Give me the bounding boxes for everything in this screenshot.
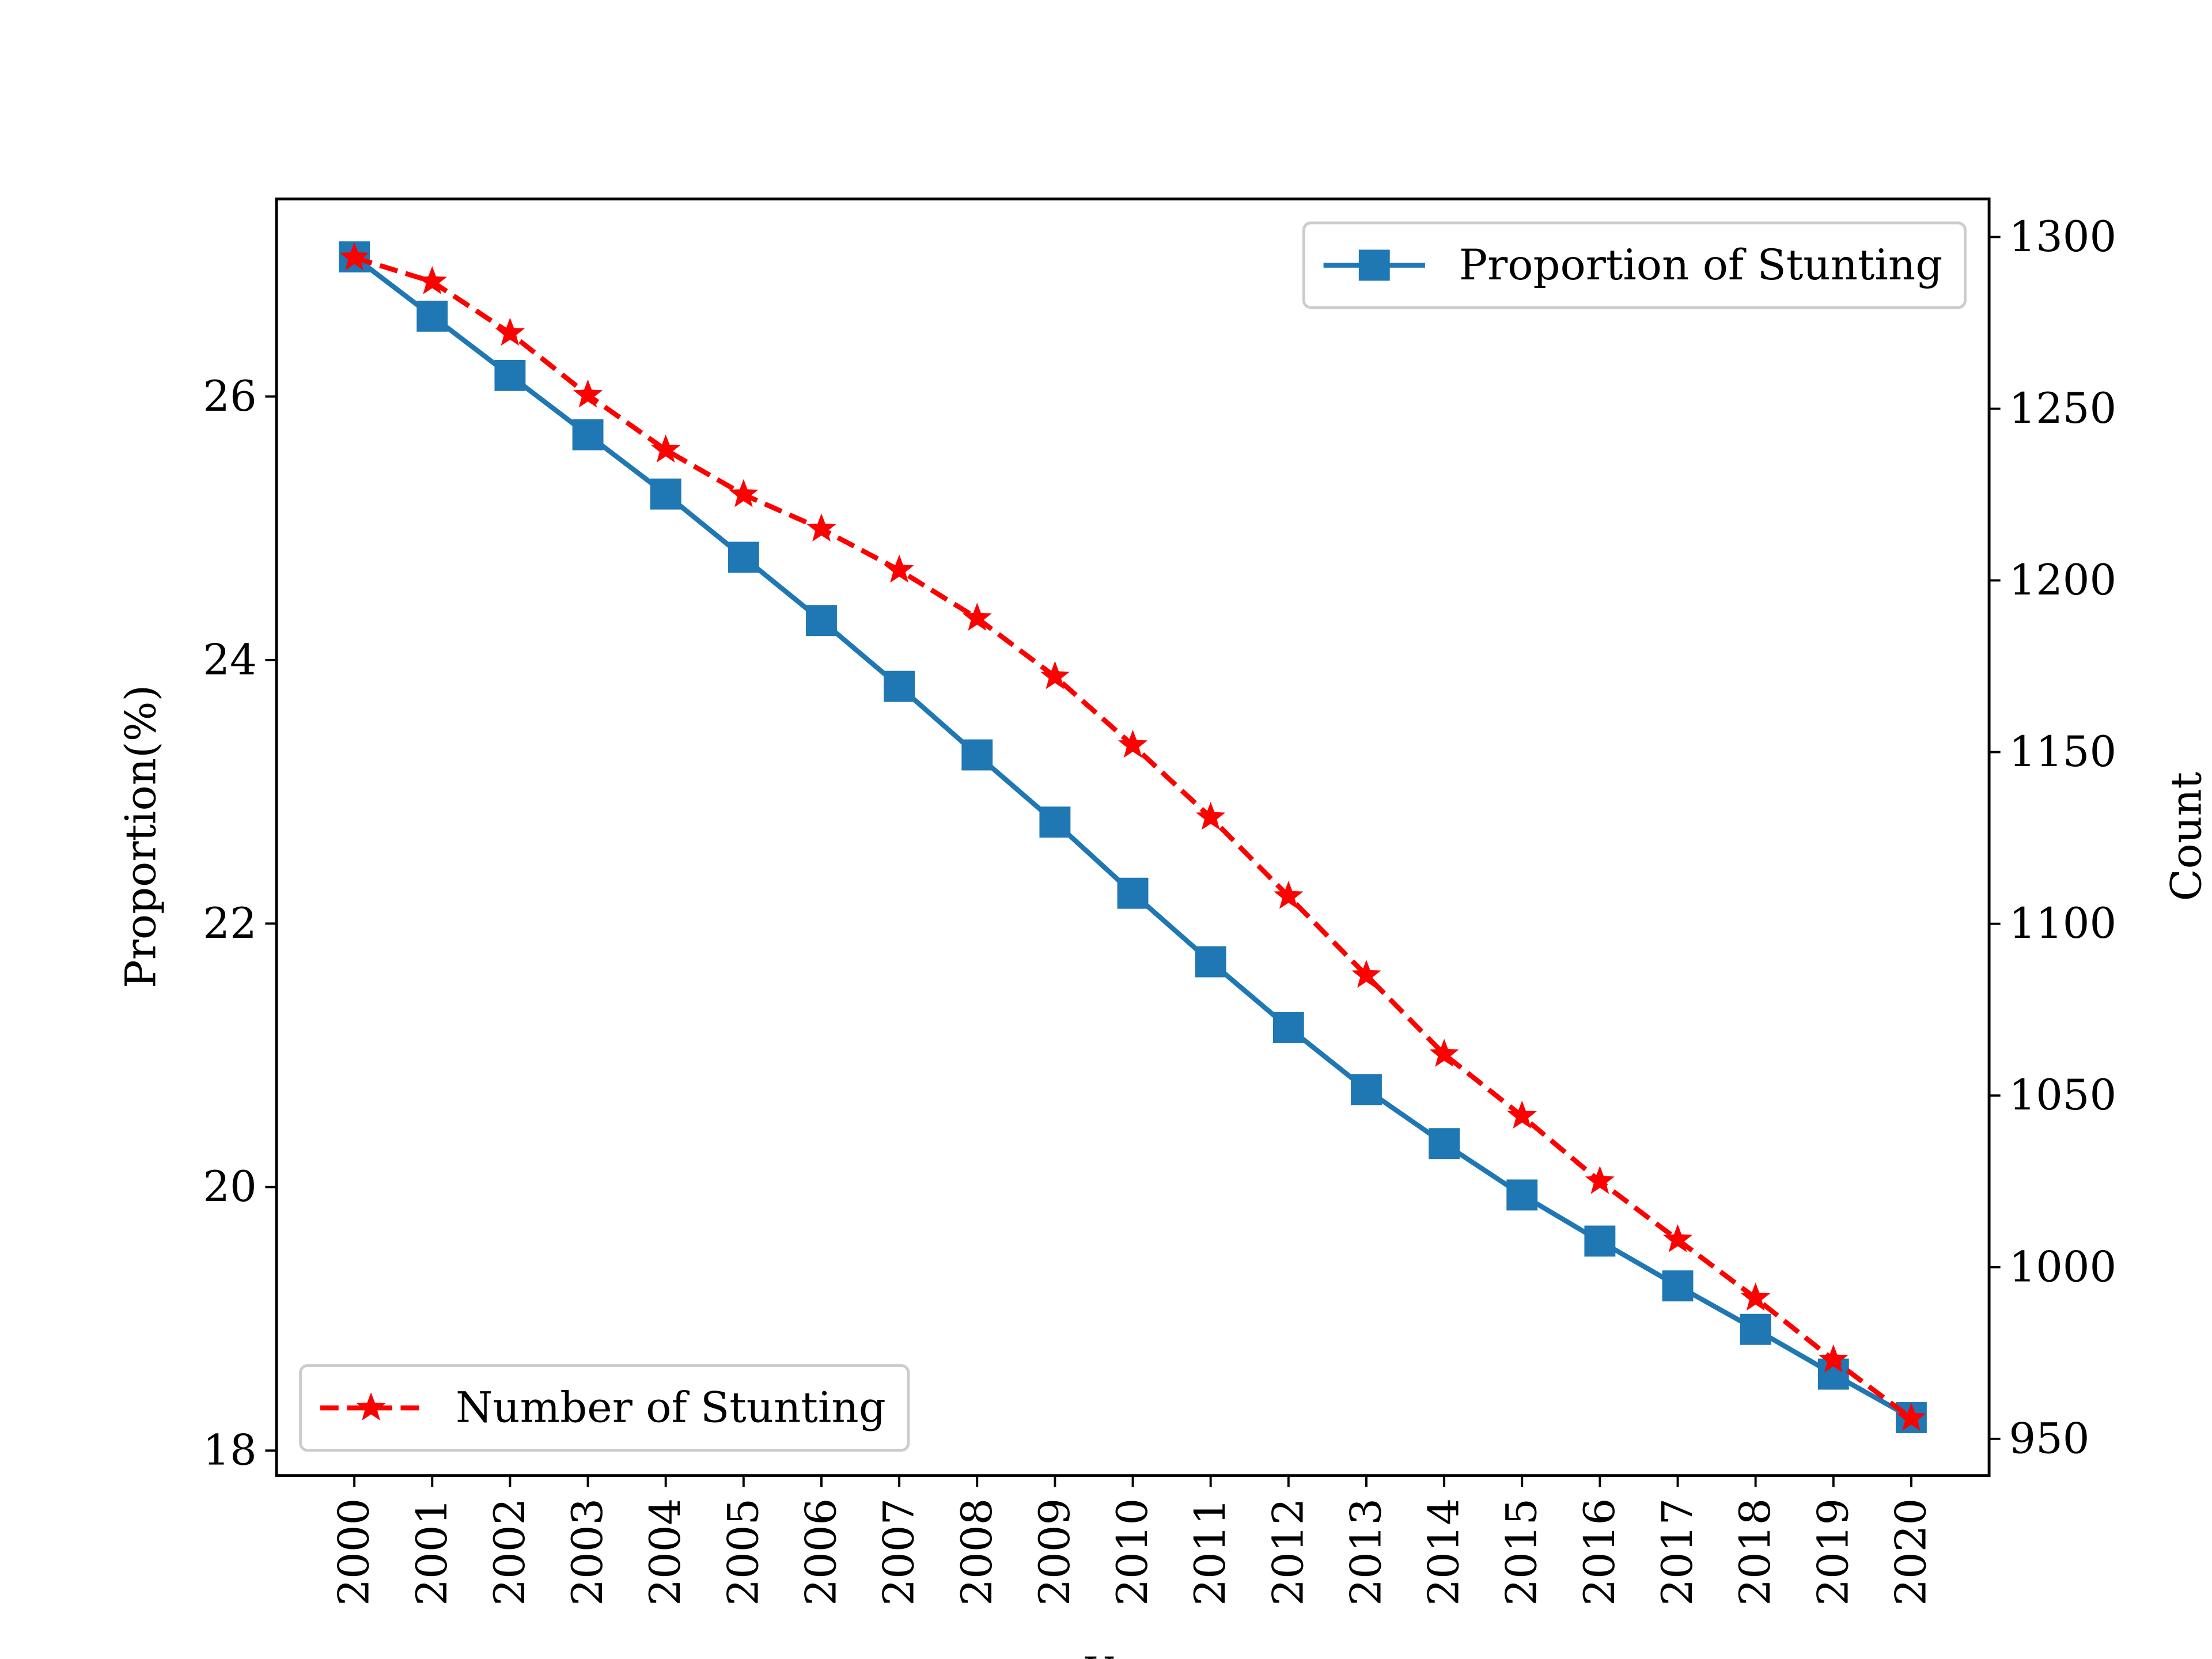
x-tick-label: 2010 (1108, 1498, 1157, 1606)
data-point (1429, 1128, 1460, 1160)
y2-tick-label: 1050 (2009, 1071, 2116, 1120)
data-point (1351, 960, 1381, 988)
x-tick-label: 2017 (1653, 1498, 1702, 1606)
data-point (1507, 1100, 1537, 1129)
data-point (1585, 1165, 1615, 1194)
legend-box (1302, 221, 1967, 309)
y-tick-label: 26 (203, 372, 256, 421)
x-tick-label: 2007 (875, 1498, 924, 1606)
x-tick-label: 2019 (1809, 1498, 1858, 1606)
x-tick-label: 2009 (1031, 1498, 1080, 1606)
data-point (729, 479, 759, 507)
y2-tick-label: 1300 (2009, 213, 2116, 262)
y2-tick-label: 1100 (2009, 899, 2116, 948)
x-tick-label: 2005 (719, 1498, 768, 1606)
data-point (1506, 1179, 1538, 1211)
legend: Proportion of Stunting (1302, 221, 1967, 309)
data-point (1351, 1074, 1382, 1105)
y-tick-label: 22 (203, 899, 256, 948)
data-point (1274, 881, 1304, 909)
data-point (1429, 1039, 1459, 1067)
x-axis-label: Year (1085, 1649, 1180, 1659)
y2-tick-label: 1200 (2009, 556, 2116, 605)
x-tick-label: 2015 (1498, 1498, 1547, 1606)
x-tick-label: 2016 (1575, 1498, 1624, 1606)
y2-axis-label: Count (2162, 772, 2211, 902)
data-point (1741, 1282, 1771, 1311)
y2-tick-label: 1000 (2009, 1243, 2116, 1291)
data-point (494, 359, 526, 391)
y2-tick-label: 950 (2009, 1414, 2089, 1463)
data-point (961, 739, 993, 771)
data-point (884, 671, 915, 702)
data-point (572, 419, 604, 450)
y2-tick-label: 1250 (2009, 384, 2116, 433)
data-point (495, 317, 525, 346)
x-tick-label: 2000 (330, 1498, 379, 1606)
data-point (339, 242, 369, 271)
y2-tick-label: 1150 (2009, 728, 2116, 777)
data-point (806, 513, 836, 541)
x-tick-label: 2004 (641, 1498, 690, 1606)
x-tick-label: 2013 (1342, 1498, 1391, 1606)
data-point (1118, 729, 1148, 758)
data-point (1195, 946, 1226, 978)
y-tick-label: 24 (203, 635, 256, 684)
data-point (806, 605, 837, 637)
data-point (1662, 1270, 1694, 1302)
x-tick-label: 2020 (1887, 1498, 1936, 1606)
data-point (1196, 801, 1226, 830)
data-point (1819, 1344, 1849, 1373)
x-tick-label: 2011 (1186, 1498, 1235, 1606)
data-point (1039, 806, 1071, 838)
data-point (1272, 1012, 1304, 1043)
y-tick-label: 20 (203, 1162, 256, 1211)
data-point (728, 541, 759, 573)
data-point (650, 478, 681, 510)
data-point (1896, 1403, 1926, 1431)
y-tick-label: 18 (203, 1426, 256, 1475)
legend-marker (356, 1392, 386, 1421)
x-tick-label: 2014 (1420, 1498, 1469, 1606)
data-point (573, 379, 603, 408)
x-tick-label: 2003 (563, 1498, 612, 1606)
legend-box (299, 1364, 910, 1452)
data-point (962, 603, 992, 631)
data-point (1584, 1225, 1616, 1257)
legend: Number of Stunting (299, 1364, 910, 1452)
data-point (651, 434, 681, 463)
legend-marker (1358, 249, 1390, 281)
x-tick-label: 2012 (1264, 1498, 1313, 1606)
x-tick-label: 2002 (486, 1498, 535, 1606)
x-tick-label: 2008 (953, 1498, 1002, 1606)
x-tick-label: 2001 (408, 1498, 457, 1606)
x-tick-label: 2018 (1731, 1498, 1780, 1606)
legend-label: Proportion of Stunting (1459, 241, 1943, 290)
legend-label: Number of Stunting (456, 1384, 886, 1433)
data-point (1740, 1313, 1771, 1345)
data-point (416, 300, 448, 332)
data-point (417, 266, 447, 294)
data-point (884, 554, 914, 583)
data-point (1117, 877, 1149, 909)
y-axis-label: Proportion(%) (116, 685, 165, 988)
data-point (1040, 661, 1070, 690)
data-point (1662, 1224, 1693, 1252)
x-tick-label: 2006 (797, 1498, 846, 1606)
